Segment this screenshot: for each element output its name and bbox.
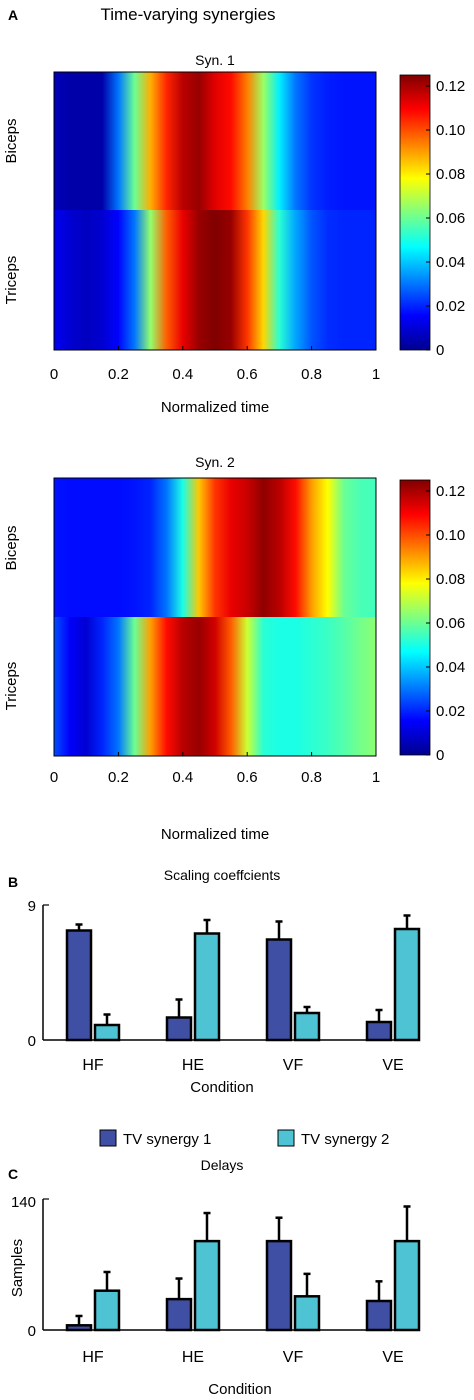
heatmap-x-tick-label: 0.4	[172, 769, 193, 786]
x-tick-label-hf: HF	[82, 1349, 104, 1366]
colorbar-tick-label: 0.08	[436, 166, 465, 183]
x-tick-label-he: HE	[182, 1057, 204, 1074]
heatmap1-frame	[53, 71, 377, 351]
colorbar-tick-label: 0.10	[436, 527, 465, 544]
bar-chart-c-x-ticks: HF HE VF VE	[82, 1349, 403, 1366]
x-tick-label-he: HE	[182, 1349, 204, 1366]
bar-hf-series-2	[93, 1023, 121, 1042]
bar-chart-b-bars	[65, 914, 421, 1042]
legend-swatch-tv-synergy-1	[99, 1129, 117, 1147]
bar-chart-b-ytick-label-max: 9	[28, 898, 36, 915]
bar-vf-series-2	[293, 1011, 321, 1042]
bar-chart-c-y-label: Samples	[9, 1239, 26, 1297]
x-tick-label-ve: VE	[382, 1057, 403, 1074]
x-tick-label-ve: VE	[382, 1349, 403, 1366]
bar-vf-series-1	[265, 938, 293, 1042]
colorbar-2: 0.12 0.10 0.08 0.06 0.04 0.02 0	[399, 479, 465, 764]
heatmap1-x-ticks: 0 0.2 0.4 0.6 0.8 1	[50, 346, 380, 383]
bar-ve-series-2	[393, 927, 421, 1042]
bar-ve-series-1	[365, 1299, 393, 1332]
colorbar-tick-label: 0.12	[436, 483, 465, 500]
bar-he-series-1	[165, 1016, 193, 1042]
colorbar-tick-label: 0.04	[436, 659, 465, 676]
bar-chart-delays: Delays 140 0 Samples HF HE VF VE Condition	[9, 1157, 421, 1398]
heatmap2-title: Syn. 2	[195, 454, 235, 470]
colorbar1-ticks: 0.12 0.10 0.08 0.06 0.04 0.02 0	[426, 78, 465, 359]
colorbar1-scale	[399, 74, 431, 351]
colorbar-tick-label: 0	[436, 342, 444, 359]
colorbar2-scale	[399, 479, 431, 756]
heatmap2-row-label-biceps: Biceps	[3, 525, 20, 570]
colorbar-tick-label: 0.02	[436, 298, 465, 315]
bar-ve-series-2	[393, 1239, 421, 1332]
x-tick-label-vf: VF	[283, 1349, 304, 1366]
bar-chart-c-ytick-label-max: 140	[11, 1194, 36, 1211]
heatmap1-title: Syn. 1	[195, 52, 235, 68]
bar-chart-c-bars	[65, 1205, 421, 1332]
bar-chart-b-ytick-label-min: 0	[28, 1033, 36, 1050]
colorbar-tick-label: 0.06	[436, 210, 465, 227]
bar-chart-scaling: Scaling coeffcients 9 0 HF HE VF VE Conditi…	[28, 867, 421, 1096]
heatmap-x-tick-label: 0.2	[108, 769, 129, 786]
bar-chart-b-x-ticks: HF HE VF VE	[82, 1057, 403, 1074]
heatmap-x-tick-label: 0.8	[301, 366, 322, 383]
heatmap1-x-label: Normalized time	[161, 399, 269, 416]
heatmap2-x-label: Normalized time	[161, 826, 269, 843]
x-tick-label-hf: HF	[82, 1057, 104, 1074]
panel-label-c: C	[8, 1166, 18, 1182]
heatmap1-row-label-triceps: Triceps	[3, 256, 20, 305]
bar-he-series-2	[193, 1239, 221, 1332]
colorbar-tick-label: 0.08	[436, 571, 465, 588]
legend-label-tv-synergy-1: TV synergy 1	[123, 1131, 211, 1148]
bar-hf-series-2	[93, 1289, 121, 1332]
figure-suptitle: Time-varying synergies	[100, 5, 275, 24]
heatmap-syn1: Syn. 1 Biceps Triceps 0 0.2 0.4 0.6 0.8 1 Nor…	[3, 52, 380, 416]
heatmap-x-tick-label: 0.8	[301, 769, 322, 786]
heatmap1-row-triceps	[54, 210, 376, 350]
bar-chart-c-title: Delays	[201, 1157, 244, 1173]
heatmap-syn2: Syn. 2 Biceps Triceps 0 0.2 0.4 0.6 0.8 1 Nor…	[3, 454, 380, 843]
heatmap2-x-ticks: 0 0.2 0.4 0.6 0.8 1	[50, 752, 380, 786]
heatmap2-row-label-triceps: Triceps	[3, 662, 20, 711]
heatmap-x-tick-label: 0.4	[172, 366, 193, 383]
heatmap-x-tick-label: 0.6	[237, 366, 258, 383]
panel-label-b: B	[8, 874, 18, 890]
bar-he-series-2	[193, 932, 221, 1042]
legend-label-tv-synergy-2: TV synergy 2	[301, 1131, 389, 1148]
colorbar-tick-label: 0.04	[436, 254, 465, 271]
bar-chart-b-x-label: Condition	[190, 1079, 253, 1096]
heatmap1-row-label-biceps: Biceps	[3, 118, 20, 163]
heatmap2-row-biceps	[54, 478, 376, 617]
colorbar-tick-label: 0	[436, 747, 444, 764]
colorbar-tick-label: 0.02	[436, 703, 465, 720]
heatmap-x-tick-label: 1	[372, 769, 380, 786]
bar-ve-series-1	[365, 1020, 393, 1042]
bar-he-series-1	[165, 1297, 193, 1332]
bar-hf-series-1	[65, 929, 93, 1042]
colorbar-tick-label: 0.12	[436, 78, 465, 95]
bar-vf-series-2	[293, 1295, 321, 1332]
heatmap-x-tick-label: 0.2	[108, 366, 129, 383]
heatmap2-frame	[53, 477, 377, 757]
bar-vf-series-1	[265, 1239, 293, 1332]
heatmap2-row-triceps	[54, 617, 376, 756]
bar-chart-b-title: Scaling coeffcients	[164, 867, 280, 883]
bar-chart-c-ytick-label-min: 0	[28, 1323, 36, 1340]
colorbar2-ticks: 0.12 0.10 0.08 0.06 0.04 0.02 0	[426, 483, 465, 764]
heatmap-x-tick-label: 1	[372, 366, 380, 383]
bar-chart-c-x-label: Condition	[208, 1381, 271, 1398]
colorbar-1: 0.12 0.10 0.08 0.06 0.04 0.02 0	[399, 74, 465, 359]
colorbar-tick-label: 0.06	[436, 615, 465, 632]
panel-label-a: A	[8, 7, 18, 23]
heatmap1-row-biceps	[54, 72, 376, 210]
legend-swatch-tv-synergy-2	[277, 1129, 295, 1147]
heatmap-x-tick-label: 0.6	[237, 769, 258, 786]
x-tick-label-vf: VF	[283, 1057, 304, 1074]
colorbar-tick-label: 0.10	[436, 122, 465, 139]
heatmap-x-tick-label: 0	[50, 366, 58, 383]
heatmap-x-tick-label: 0	[50, 769, 58, 786]
legend: TV synergy 1 TV synergy 2	[99, 1129, 389, 1148]
